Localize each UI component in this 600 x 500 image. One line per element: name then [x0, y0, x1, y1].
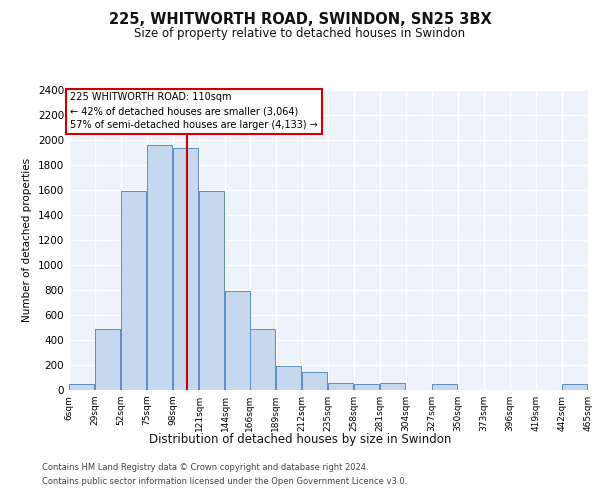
Bar [199, 191, 224, 390]
Bar [250, 329, 275, 390]
Bar [225, 291, 250, 390]
Bar [69, 384, 94, 390]
Bar [95, 329, 121, 390]
Bar [302, 372, 328, 390]
Bar [328, 383, 353, 390]
Y-axis label: Number of detached properties: Number of detached properties [22, 158, 32, 322]
Bar [147, 145, 172, 390]
Bar [354, 384, 379, 390]
Bar [432, 384, 457, 390]
Text: Distribution of detached houses by size in Swindon: Distribution of detached houses by size … [149, 432, 451, 446]
Text: Contains public sector information licensed under the Open Government Licence v3: Contains public sector information licen… [42, 477, 407, 486]
Bar [121, 191, 146, 390]
Text: 225, WHITWORTH ROAD, SWINDON, SN25 3BX: 225, WHITWORTH ROAD, SWINDON, SN25 3BX [109, 12, 491, 28]
Text: Contains HM Land Registry data © Crown copyright and database right 2024.: Contains HM Land Registry data © Crown c… [42, 464, 368, 472]
Bar [276, 366, 301, 390]
Bar [562, 384, 587, 390]
Bar [380, 383, 406, 390]
Bar [173, 148, 199, 390]
Text: 225 WHITWORTH ROAD: 110sqm
← 42% of detached houses are smaller (3,064)
57% of s: 225 WHITWORTH ROAD: 110sqm ← 42% of deta… [70, 92, 318, 130]
Text: Size of property relative to detached houses in Swindon: Size of property relative to detached ho… [134, 28, 466, 40]
